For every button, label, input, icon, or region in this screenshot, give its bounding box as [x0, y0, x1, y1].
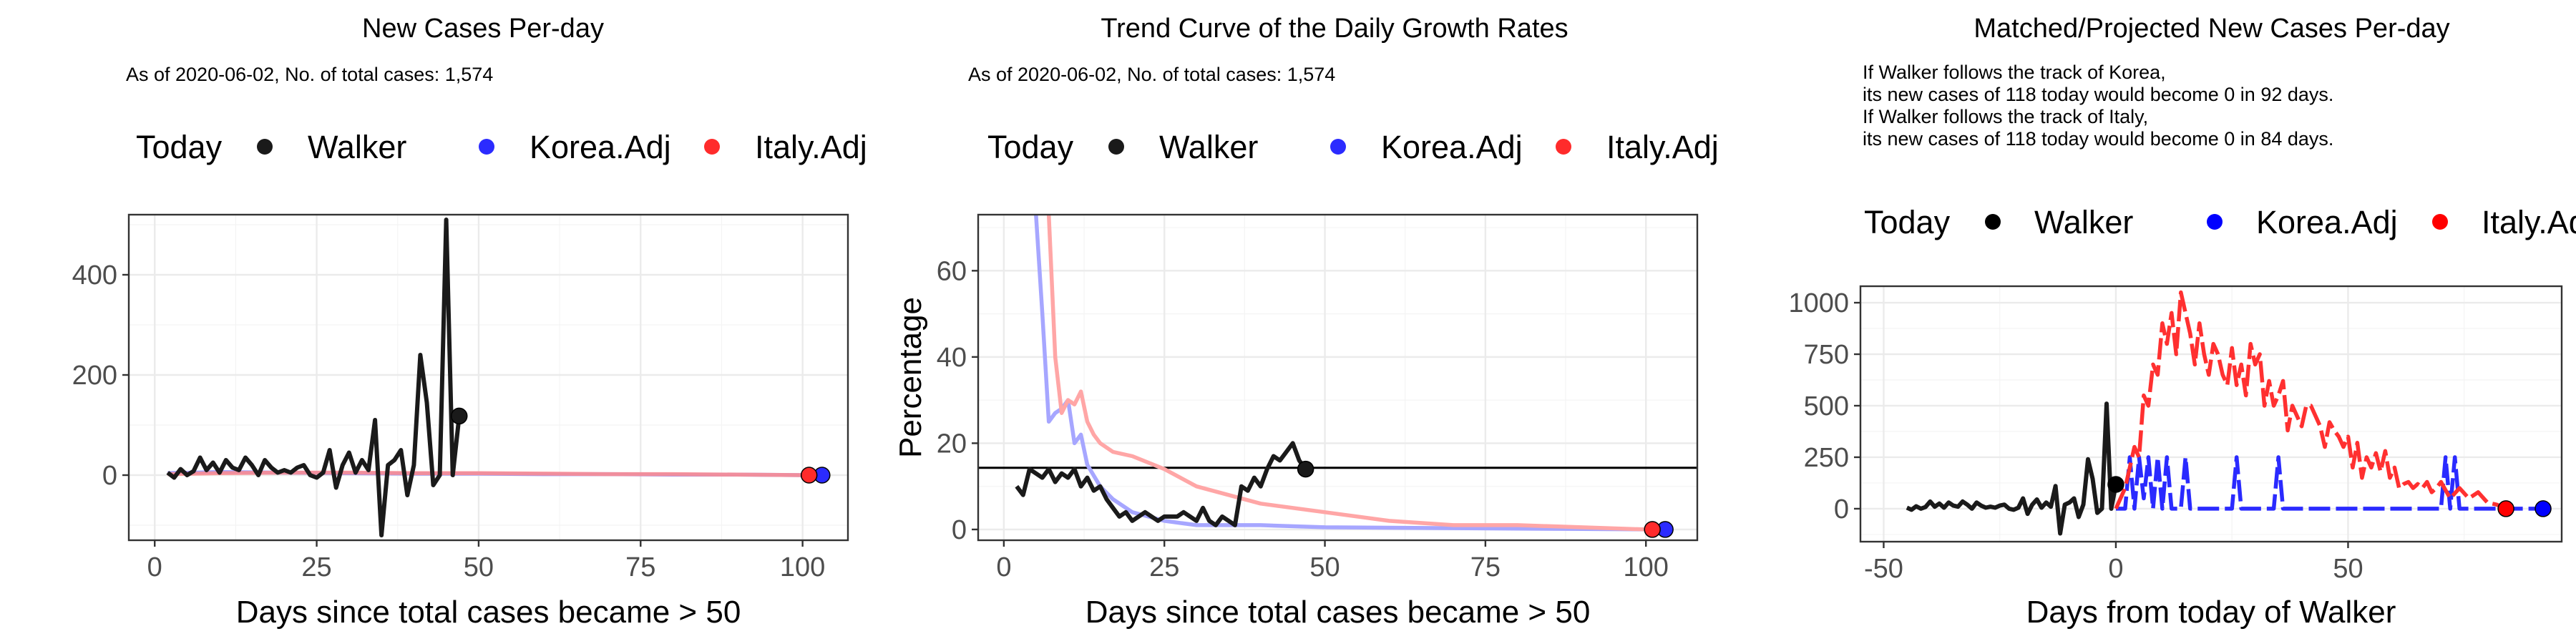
plot-background [978, 215, 1697, 540]
x-tick-label: 75 [625, 552, 655, 582]
chart-subtitle-line: If Walker follows the track of Korea, [1863, 62, 2166, 83]
today-point-walker [2107, 476, 2124, 493]
today-point-korea-adj [2534, 500, 2552, 517]
legend-label: Walker [1159, 129, 1258, 165]
series-line-italy-adj [2114, 290, 2507, 511]
chart-subtitle-line: If Walker follows the track of Italy, [1863, 106, 2148, 127]
chart-panel-1: New Cases Per-day As of 2020-06-02, No. o… [72, 14, 867, 630]
x-tick-label: 50 [464, 552, 494, 582]
y-tick-label: 0 [1834, 494, 1849, 525]
legend-label: Korea.Adj [1381, 129, 1523, 165]
legend-title: Today [1864, 204, 1951, 240]
y-tick-label: 750 [1804, 340, 1849, 370]
plot-border [127, 213, 849, 542]
x-tick-label: 0 [147, 552, 162, 582]
x-tick-label: 25 [301, 552, 331, 582]
legend-key-korea-adj [1330, 139, 1346, 155]
plot-area [1859, 285, 2563, 543]
y-tick-label: 200 [72, 361, 117, 391]
x-tick-label: -50 [1864, 554, 1903, 584]
legend: Today Walker Korea.Adj Italy.Adj [1864, 204, 2576, 240]
legend-label: Korea.Adj [2256, 204, 2398, 240]
series-line-italy-adj [167, 470, 809, 477]
legend-key-korea-adj [479, 139, 494, 155]
x-tick-label: 100 [780, 552, 825, 582]
today-point-walker [1297, 460, 1314, 478]
legend-title: Today [987, 129, 1074, 165]
plot-border [1859, 285, 2563, 543]
series-line-italy-adj [1046, 215, 1653, 532]
legend-label: Korea.Adj [530, 129, 671, 165]
today-point-italy-adj [2497, 500, 2514, 517]
chart-title: Trend Curve of the Daily Growth Rates [1101, 14, 1568, 44]
legend: Today Walker Korea.Adj Italy.Adj [136, 129, 867, 165]
legend-key-korea-adj [2207, 214, 2223, 230]
legend-label: Walker [2034, 204, 2133, 240]
legend-label: Italy.Adj [755, 129, 867, 165]
plot-area [127, 213, 849, 542]
plot-background [129, 215, 848, 540]
y-tick-label: 0 [102, 461, 117, 491]
chart-panel-3: Matched/Projected New Cases Per-day If Wa… [1788, 14, 2576, 630]
series-line-walker [1015, 441, 1308, 527]
y-tick-label: 20 [937, 429, 967, 459]
chart-subtitle-line: its new cases of 118 today would become … [1863, 84, 2333, 105]
x-tick-label: 75 [1470, 552, 1501, 582]
legend: Today Walker Korea.Adj Italy.Adj [987, 129, 1719, 165]
x-tick-label: 100 [1624, 552, 1669, 582]
series-line-korea-adj [1034, 215, 1666, 532]
series-line-walker [166, 218, 462, 537]
legend-label: Italy.Adj [1606, 129, 1719, 165]
x-axis-label: Days since total cases became > 50 [236, 595, 741, 630]
x-tick-label: 25 [1149, 552, 1179, 582]
y-tick-label: 250 [1804, 443, 1849, 473]
legend-title: Today [136, 129, 223, 165]
chart-subtitle-line: As of 2020-06-02, No. of total cases: 1,… [126, 64, 493, 85]
legend-key-italy-adj [2432, 214, 2448, 230]
y-tick-label: 1000 [1788, 288, 1849, 318]
y-tick-label: 60 [937, 256, 967, 286]
legend-key-walker [1985, 214, 2001, 230]
legend-label: Italy.Adj [2482, 204, 2576, 240]
chart-title: Matched/Projected New Cases Per-day [1974, 14, 2449, 44]
legend-key-italy-adj [704, 139, 720, 155]
y-tick-label: 0 [952, 515, 967, 545]
plot-area [977, 213, 1699, 542]
today-point-walker [451, 407, 468, 425]
today-point-italy-adj [800, 467, 818, 484]
chart-subtitle-line: As of 2020-06-02, No. of total cases: 1,… [968, 64, 1335, 85]
legend-key-walker [257, 139, 273, 155]
x-tick-label: 0 [2108, 554, 2123, 584]
plot-border [977, 213, 1699, 542]
chart-panel-2: Trend Curve of the Daily Growth Rates As … [893, 14, 1719, 630]
x-tick-label: 50 [1309, 552, 1340, 582]
x-axis-label: Days from today of Walker [2026, 595, 2396, 630]
x-tick-label: 0 [996, 552, 1011, 582]
x-axis-label: Days since total cases became > 50 [1085, 595, 1591, 630]
y-tick-label: 40 [937, 343, 967, 373]
series-line-korea-adj [2116, 455, 2543, 511]
chart-title: New Cases Per-day [362, 14, 604, 44]
x-tick-label: 50 [2333, 554, 2363, 584]
y-tick-label: 400 [72, 260, 117, 291]
series-line-walker [1906, 401, 2118, 536]
legend-key-italy-adj [1556, 139, 1571, 155]
today-point-italy-adj [1644, 521, 1661, 538]
chart-subtitle-line: its new cases of 118 today would become … [1863, 128, 2333, 150]
legend-label: Walker [308, 129, 406, 165]
y-tick-label: 500 [1804, 391, 1849, 421]
y-axis-label: Percentage [893, 297, 928, 458]
legend-key-walker [1108, 139, 1124, 155]
